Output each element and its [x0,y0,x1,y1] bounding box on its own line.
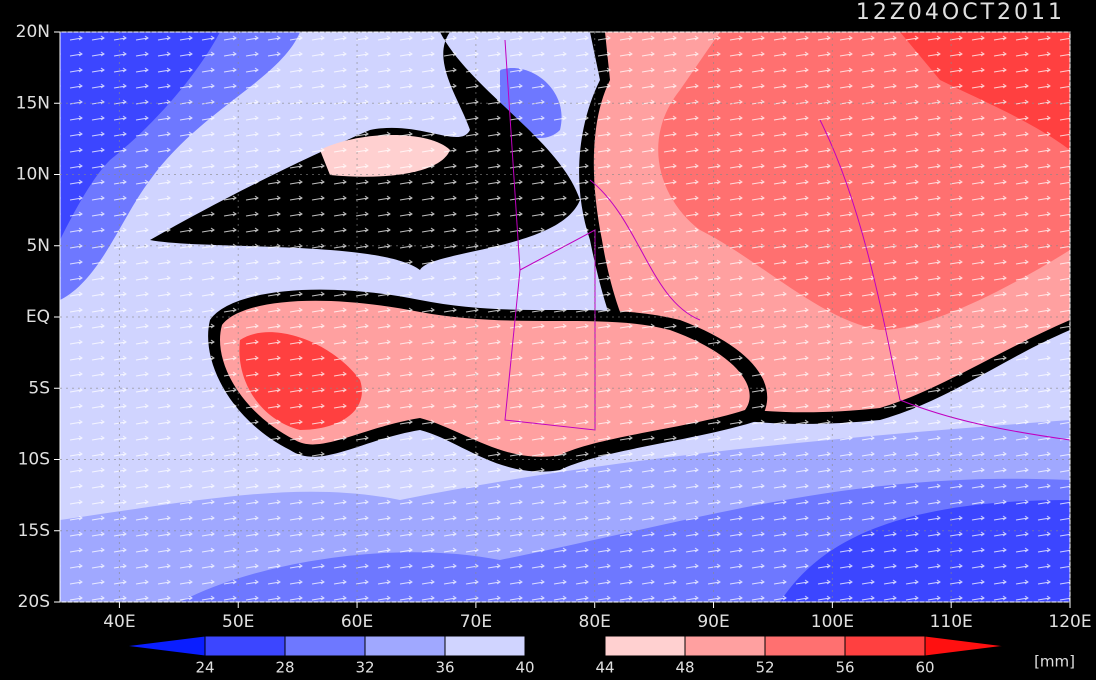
colorbar-box [844,635,926,657]
colorbar-triangle [924,635,1006,657]
x-tick-label: 110E [930,612,973,632]
x-tick-label: 120E [1048,612,1091,632]
y-tick-label: 10N [16,165,50,185]
colorbar-label: 24 [195,659,214,677]
colorbar-label: 48 [675,659,694,677]
x-tick-label: 100E [811,612,854,632]
colorbar-box [204,635,286,657]
colorbar-box [364,635,446,657]
colorbar-label: 60 [915,659,934,677]
colorbar-label: 36 [435,659,454,677]
chart-title: 12Z04OCT2011 [856,0,1065,25]
coastline [589,119,1070,441]
y-tick-label: 20S [18,592,50,612]
colorbar-box [604,635,686,657]
colorbar-label: 28 [275,659,294,677]
x-tick-label: 90E [697,612,729,632]
x-tick-label: 60E [341,612,373,632]
colorbar-label: 40 [515,659,534,677]
colorbar-box [284,635,366,657]
colorbar-triangle [124,635,206,657]
boundary [504,39,596,431]
y-tick-label: 5N [26,236,50,256]
colorbar-box [524,635,606,657]
colorbar-label: 56 [835,659,854,677]
colorbar-label: 44 [595,659,614,677]
x-tick-label: 50E [222,612,254,632]
y-tick-label: 15S [18,521,50,541]
x-tick-label: 40E [103,612,135,632]
colorbar-box [444,635,526,657]
colorbar-box [764,635,846,657]
y-tick-label: 5S [28,378,50,398]
colorbar-unit: [mm] [1034,653,1075,671]
y-tick-label: 20N [16,22,50,42]
colorbar-box [684,635,766,657]
x-tick-label: 80E [579,612,611,632]
x-tick-label: 70E [460,612,492,632]
colorbar-label: 32 [355,659,374,677]
y-tick-label: 10S [18,450,50,470]
y-tick-label: EQ [26,307,50,327]
y-tick-label: 15N [16,93,50,113]
colorbar-label: 52 [755,659,774,677]
